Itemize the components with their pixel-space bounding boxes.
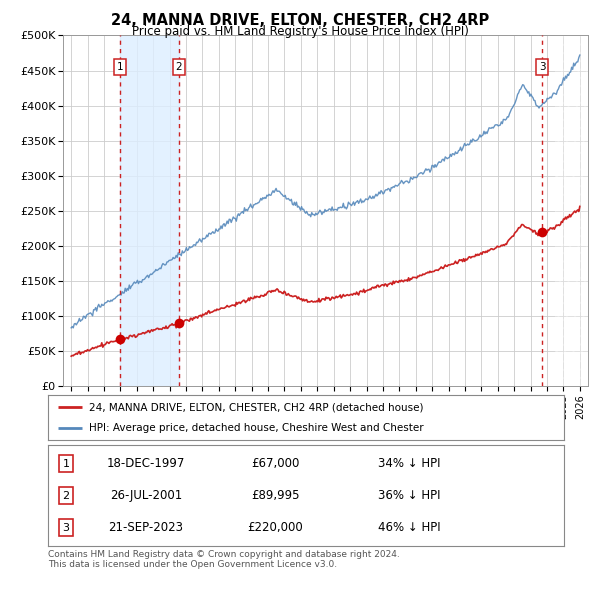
Text: 24, MANNA DRIVE, ELTON, CHESTER, CH2 4RP (detached house): 24, MANNA DRIVE, ELTON, CHESTER, CH2 4RP… — [89, 402, 424, 412]
Text: £220,000: £220,000 — [247, 521, 303, 534]
Bar — [555, 35, 596, 386]
Bar — [120, 35, 179, 386]
Text: 24, MANNA DRIVE, ELTON, CHESTER, CH2 4RP: 24, MANNA DRIVE, ELTON, CHESTER, CH2 4RP — [111, 13, 489, 28]
Text: Price paid vs. HM Land Registry's House Price Index (HPI): Price paid vs. HM Land Registry's House … — [131, 25, 469, 38]
Text: Contains HM Land Registry data © Crown copyright and database right 2024.
This d: Contains HM Land Registry data © Crown c… — [48, 550, 400, 569]
Text: £67,000: £67,000 — [251, 457, 299, 470]
Text: 1: 1 — [116, 62, 123, 72]
Text: 36% ↓ HPI: 36% ↓ HPI — [378, 489, 440, 502]
Text: 3: 3 — [539, 62, 546, 72]
Text: 26-JUL-2001: 26-JUL-2001 — [110, 489, 182, 502]
Text: 3: 3 — [62, 523, 70, 533]
Text: 34% ↓ HPI: 34% ↓ HPI — [378, 457, 440, 470]
Text: £89,995: £89,995 — [251, 489, 299, 502]
Text: 21-SEP-2023: 21-SEP-2023 — [109, 521, 184, 534]
Text: HPI: Average price, detached house, Cheshire West and Chester: HPI: Average price, detached house, Ches… — [89, 422, 424, 432]
Text: 1: 1 — [62, 458, 70, 468]
Text: 2: 2 — [176, 62, 182, 72]
Text: 2: 2 — [62, 491, 70, 500]
Text: 46% ↓ HPI: 46% ↓ HPI — [378, 521, 440, 534]
Text: 18-DEC-1997: 18-DEC-1997 — [107, 457, 185, 470]
